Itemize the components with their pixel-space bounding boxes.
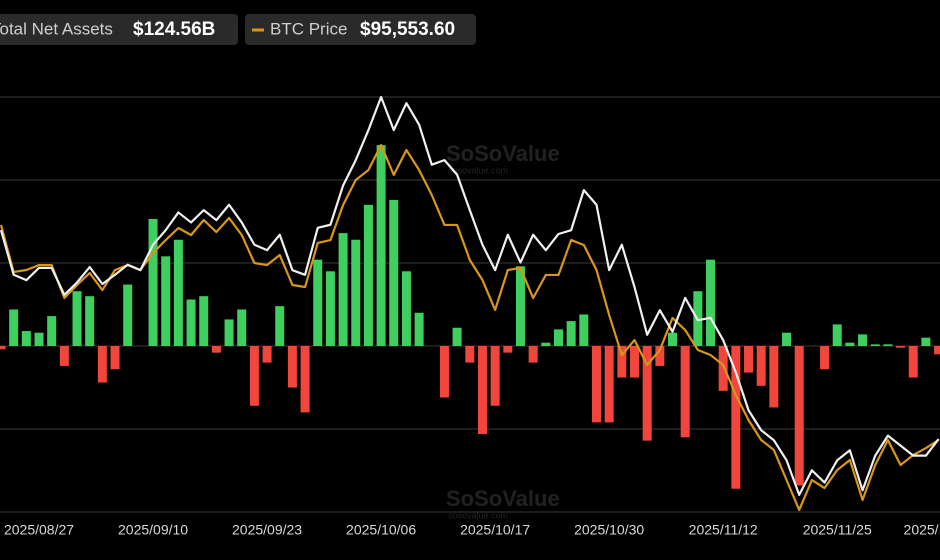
bar: [161, 256, 171, 346]
x-tick-label: 2025/09/23: [232, 522, 302, 538]
bar: [515, 266, 525, 346]
bar: [300, 345, 310, 413]
bar: [908, 345, 918, 378]
bar: [363, 204, 373, 346]
x-tick-label: 2025/10/30: [574, 522, 644, 538]
bar: [85, 296, 95, 346]
bar: [110, 345, 120, 370]
watermark: SoSoValue: [446, 141, 560, 166]
bar: [401, 271, 411, 346]
bar: [820, 345, 830, 370]
x-tick-label: 2025/10/06: [346, 522, 416, 538]
bar: [782, 332, 792, 346]
legend-value: $124.56B: [133, 19, 215, 40]
lines: [0, 95, 940, 512]
bar: [744, 345, 754, 373]
legend-name: Total Net Assets: [0, 19, 113, 38]
bar: [338, 233, 348, 346]
bar: [313, 259, 323, 346]
bar: [604, 345, 614, 423]
bar: [389, 199, 399, 346]
bar: [452, 327, 462, 346]
bar: [47, 316, 57, 346]
bar: [262, 345, 272, 363]
bar: [97, 345, 107, 383]
x-tick-label: 2025/11/25: [803, 522, 872, 538]
bar: [642, 345, 652, 441]
bar: [579, 314, 589, 346]
bar: [896, 345, 906, 348]
bar: [845, 342, 855, 346]
bar: [528, 345, 538, 363]
bar: [541, 342, 551, 346]
bar: [756, 345, 766, 386]
bar: [591, 345, 601, 423]
x-tick-label: 2025/09/10: [118, 522, 188, 538]
bar: [148, 218, 158, 346]
legend-value: $95,553.60: [360, 19, 455, 40]
bar: [211, 345, 221, 353]
bar: [617, 345, 627, 378]
x-tick-label: 2025/12/08: [904, 522, 940, 538]
bar: [794, 345, 804, 486]
line-series: [0, 143, 940, 512]
legend-box: [245, 14, 476, 45]
bar: [655, 345, 665, 366]
bars: [0, 145, 940, 489]
x-axis: 2025/08/27 2025/09/10 2025/09/23 2025/10/06…: [4, 522, 940, 538]
watermark-sub: sosovalue.com: [448, 510, 508, 520]
bar: [249, 345, 259, 406]
legend-name: BTC Price: [270, 19, 347, 38]
bar: [275, 306, 285, 346]
bar: [376, 145, 386, 346]
x-tick-label: 2025/11/12: [689, 522, 758, 538]
bar: [59, 345, 69, 366]
bar: [731, 345, 741, 489]
line-series: [0, 95, 940, 497]
bar: [465, 345, 475, 363]
bar: [173, 239, 183, 346]
bar: [832, 324, 842, 346]
bar: [237, 309, 247, 346]
bar: [0, 345, 6, 350]
bar: [351, 239, 361, 346]
legend: Total Net Assets $124.56B BTC Price $95,…: [0, 14, 476, 45]
x-tick-label: 2025/10/17: [460, 522, 530, 538]
bar: [553, 329, 563, 346]
bar: [224, 319, 234, 346]
watermark: SoSoValue: [446, 486, 560, 511]
bar: [477, 345, 487, 434]
bar: [439, 345, 449, 398]
bar: [72, 291, 82, 346]
bar: [769, 345, 779, 408]
bar: [706, 259, 716, 346]
bar: [503, 345, 513, 353]
bar: [199, 296, 209, 346]
legend-box: [0, 14, 238, 45]
bar: [186, 299, 196, 346]
bar: [680, 345, 690, 438]
bar: [123, 284, 133, 346]
bar: [325, 271, 335, 346]
x-tick-label: 2025/08/27: [4, 522, 74, 538]
watermark-sub: sosovalue.com: [448, 165, 508, 175]
bar: [287, 345, 297, 388]
bar: [870, 344, 880, 346]
bar: [934, 345, 940, 355]
bar: [9, 309, 19, 346]
bar: [668, 332, 678, 346]
bar: [883, 344, 893, 346]
bar: [414, 312, 424, 346]
bar: [21, 331, 31, 346]
watermarks: SoSoValue sosovalue.com SoSoValue sosova…: [446, 141, 560, 521]
bar: [718, 345, 728, 391]
bar: [858, 334, 868, 346]
bar: [921, 337, 931, 346]
bar: [34, 332, 44, 346]
bar: [490, 345, 500, 406]
bar: [630, 345, 639, 378]
bar: [566, 321, 576, 346]
